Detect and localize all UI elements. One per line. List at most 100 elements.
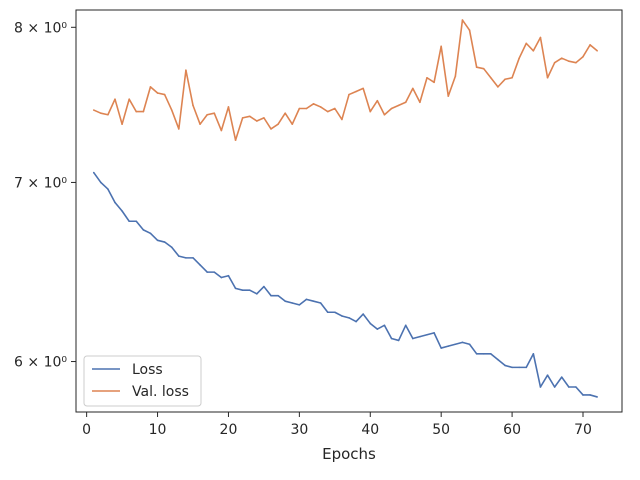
series-val-loss: [92, 19, 598, 141]
data-point: [156, 92, 159, 94]
data-point: [511, 366, 513, 369]
data-point: [582, 394, 584, 396]
data-point: [475, 353, 478, 355]
x-axis-ticks: 0 10 20 30 40 50 60 70: [82, 412, 592, 438]
data-point: [532, 353, 535, 355]
data-point: [248, 115, 251, 118]
data-point: [107, 188, 109, 190]
data-point: [270, 128, 272, 130]
data-point: [170, 246, 173, 249]
data-point: [263, 117, 265, 119]
data-point: [497, 86, 499, 88]
data-point: [468, 29, 471, 32]
data-point: [334, 311, 336, 314]
data-point: [135, 220, 138, 223]
x-tick-label: 10: [149, 422, 167, 438]
data-point: [142, 229, 145, 231]
x-axis-label: Epochs: [322, 445, 376, 463]
plot-border: [75, 9, 623, 413]
x-tick-label: 60: [503, 422, 521, 438]
legend: Loss Val. loss: [83, 355, 202, 407]
data-point: [525, 42, 528, 45]
data-point: [234, 287, 237, 290]
x-tick-label: 70: [574, 422, 592, 438]
data-point: [376, 328, 379, 330]
data-point: [440, 45, 442, 48]
data-point: [92, 109, 95, 111]
data-point: [298, 107, 301, 110]
data-point: [348, 317, 350, 319]
data-point: [539, 386, 542, 388]
data-point: [546, 76, 549, 79]
data-point: [440, 347, 442, 349]
data-point: [546, 374, 549, 376]
data-point: [312, 103, 315, 105]
data-point: [114, 201, 116, 204]
data-point: [121, 123, 123, 125]
data-point: [213, 112, 216, 114]
data-point: [220, 276, 223, 279]
data-point: [468, 343, 471, 346]
data-point: [178, 128, 180, 130]
data-point: [128, 220, 130, 223]
plot-frame: [75, 9, 623, 413]
data-point: [433, 81, 435, 84]
data-point: [170, 109, 173, 111]
data-point: [291, 302, 294, 304]
data-point: [518, 57, 520, 59]
data-point: [454, 343, 457, 346]
data-point: [192, 257, 194, 259]
data-point: [362, 87, 364, 90]
data-point: [185, 69, 187, 71]
data-point: [156, 239, 159, 242]
data-point: [142, 110, 145, 113]
data-point: [206, 271, 208, 273]
data-point: [596, 49, 598, 52]
data-point: [575, 61, 577, 64]
data-point: [256, 120, 258, 122]
data-point: [319, 302, 322, 304]
data-point: [426, 333, 428, 336]
data-point: [341, 118, 343, 121]
data-point: [589, 394, 591, 396]
data-point: [107, 113, 109, 116]
data-point: [220, 129, 223, 132]
data-point: [482, 67, 485, 70]
data-point: [412, 337, 414, 340]
data-point: [149, 86, 152, 88]
series-line: [93, 172, 598, 398]
data-point: [263, 285, 265, 288]
data-point: [532, 49, 535, 52]
data-point: [256, 293, 258, 295]
data-point: [397, 339, 400, 342]
data-point: [277, 123, 279, 125]
data-point: [92, 171, 95, 174]
series-loss: [92, 171, 598, 398]
data-point: [348, 93, 350, 96]
data-point: [312, 300, 315, 302]
data-point: [419, 101, 421, 104]
data-point: [433, 332, 435, 334]
data-point: [369, 322, 372, 325]
data-point: [419, 335, 421, 338]
data-point: [149, 232, 152, 235]
data-point: [305, 298, 308, 301]
data-point: [447, 95, 450, 97]
data-point: [383, 113, 386, 116]
data-point: [582, 55, 584, 58]
data-point: [390, 337, 393, 340]
data-point: [376, 99, 379, 102]
x-tick-label: 20: [220, 422, 238, 438]
data-point: [355, 320, 357, 323]
data-point: [490, 76, 492, 79]
data-point: [426, 76, 428, 79]
data-point: [114, 98, 116, 100]
data-point: [135, 110, 138, 113]
data-point: [270, 294, 272, 297]
data-point: [291, 123, 294, 125]
data-point: [404, 101, 407, 104]
data-point: [100, 181, 102, 184]
data-point: [185, 257, 187, 259]
data-point: [454, 75, 457, 78]
data-point: [227, 274, 230, 277]
